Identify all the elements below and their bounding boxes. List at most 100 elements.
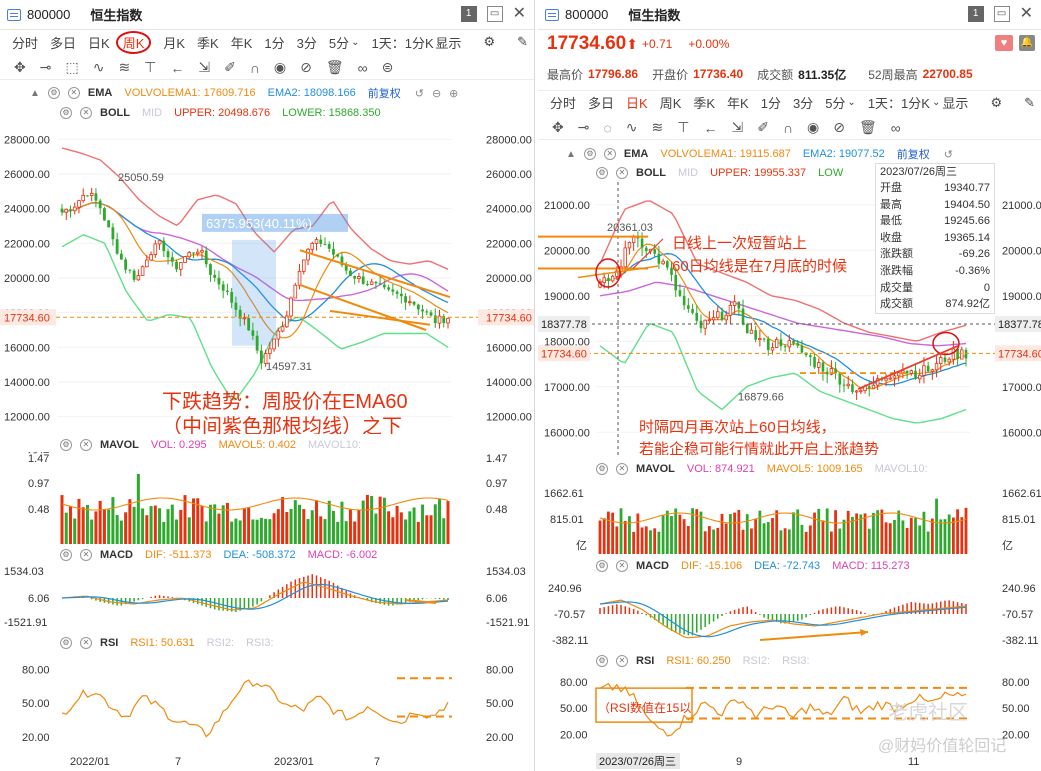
undo-icon[interactable]: ↺ bbox=[414, 87, 424, 100]
move-icon[interactable]: ✥ bbox=[14, 59, 26, 75]
link-icon[interactable]: ∞ bbox=[890, 119, 901, 136]
tab-period[interactable]: 年K bbox=[230, 35, 253, 51]
layers-icon[interactable]: ⊜ bbox=[381, 59, 394, 75]
settings-icon[interactable]: ⚙ bbox=[47, 87, 60, 99]
window-number-icon[interactable]: 1 bbox=[460, 6, 477, 22]
fib-tool-icon[interactable]: ⊤ bbox=[144, 59, 157, 75]
trash-icon[interactable]: 🗑 bbox=[858, 119, 877, 135]
wave-tool-icon[interactable]: ∿ bbox=[92, 59, 105, 75]
edit-icon[interactable]: ✎ bbox=[1024, 94, 1035, 110]
tab-period[interactable]: 多日 bbox=[50, 35, 77, 51]
close-icon[interactable]: ✕ bbox=[603, 148, 616, 160]
circle-tool-icon[interactable]: ◌ bbox=[603, 119, 612, 136]
settings-icon[interactable]: ⚙ bbox=[583, 148, 596, 160]
close-icon[interactable]: ✕ bbox=[616, 463, 628, 475]
tab-period[interactable]: 1分 bbox=[264, 35, 285, 51]
pen-icon[interactable]: ✐ bbox=[224, 59, 236, 75]
hide-icon[interactable]: ⊘ bbox=[833, 119, 845, 135]
tab-period[interactable]: 3分 bbox=[296, 35, 317, 51]
symbol-list-icon[interactable] bbox=[545, 8, 559, 21]
window-layout-icon[interactable]: ▭ bbox=[486, 6, 503, 22]
symbol-list-icon[interactable] bbox=[7, 8, 21, 21]
measure-icon[interactable]: ⇲ bbox=[198, 59, 211, 75]
arrow-tool-icon[interactable]: ← bbox=[703, 119, 718, 136]
tab-period-active[interactable]: 日K bbox=[626, 96, 648, 111]
rect-tool-icon[interactable]: ⬚ bbox=[65, 59, 79, 75]
tab-period[interactable]: 分时 bbox=[12, 35, 39, 51]
settings-icon[interactable]: ⚙ bbox=[483, 34, 496, 49]
weekly-kline-chart[interactable]: 28000.00 28000.00 26000.00 26000.00 24000.00… bbox=[0, 122, 535, 434]
collapse-icon[interactable]: ▲ bbox=[30, 87, 40, 99]
close-icon[interactable]: ✕ bbox=[80, 637, 92, 649]
range-select[interactable]: 1天：1分K bbox=[867, 96, 930, 111]
channel-tool-icon[interactable]: ≋ bbox=[118, 59, 131, 75]
eye-icon[interactable]: ◉ bbox=[273, 59, 287, 75]
chevron-down-icon[interactable]: ⌄ bbox=[351, 36, 360, 48]
close-icon[interactable]: ✕ bbox=[616, 560, 628, 572]
close-icon[interactable]: ✕ bbox=[67, 87, 80, 99]
measure-icon[interactable]: ⇲ bbox=[731, 119, 744, 135]
display-menu[interactable]: 显示 bbox=[435, 35, 462, 51]
channel-tool-icon[interactable]: ≋ bbox=[651, 119, 664, 135]
favorite-heart-icon[interactable]: ♥ bbox=[995, 35, 1013, 51]
window-layout-icon[interactable]: ▭ bbox=[993, 6, 1010, 22]
settings-icon[interactable]: ⚙ bbox=[596, 560, 608, 572]
close-icon[interactable]: ✕ bbox=[80, 107, 92, 119]
tab-period[interactable]: 5分 bbox=[328, 35, 350, 51]
line-tool-icon[interactable]: ⊸ bbox=[577, 119, 590, 135]
tab-period[interactable]: 季K bbox=[197, 35, 219, 51]
settings-icon[interactable]: ⚙ bbox=[60, 439, 72, 451]
tab-period[interactable]: 月K bbox=[163, 35, 186, 51]
collapse-icon[interactable]: ▲ bbox=[566, 148, 576, 160]
close-icon[interactable]: ✕ bbox=[80, 549, 92, 561]
magnet-icon[interactable]: ∩ bbox=[782, 119, 793, 136]
chevron-down-icon[interactable]: ⌄ bbox=[931, 97, 941, 108]
settings-icon[interactable]: ⚙ bbox=[990, 94, 1003, 110]
range-select[interactable]: 1天：1分K bbox=[371, 35, 434, 51]
tab-period[interactable]: 1分 bbox=[760, 96, 781, 111]
display-menu[interactable]: 显示 bbox=[942, 96, 969, 111]
chevron-down-icon[interactable]: ⌄ bbox=[847, 97, 856, 108]
close-icon[interactable]: ✕ bbox=[512, 5, 526, 22]
close-icon[interactable]: ✕ bbox=[616, 655, 628, 667]
tab-period[interactable]: 季K bbox=[693, 96, 716, 111]
link-icon[interactable]: ∞ bbox=[357, 59, 368, 76]
window-number-icon[interactable]: 1 bbox=[967, 6, 984, 22]
undo-icon[interactable]: ↺ bbox=[943, 148, 953, 161]
bell-icon[interactable]: 🔔 bbox=[1019, 35, 1035, 51]
tab-period[interactable]: 多日 bbox=[588, 96, 615, 111]
close-icon[interactable]: ✕ bbox=[616, 167, 628, 179]
adjust-select[interactable]: 前复权 bbox=[367, 88, 401, 100]
daily-kline-chart[interactable]: 21000.00 20000.00 19000.00 18000.00 17000.00… bbox=[538, 182, 1041, 455]
settings-icon[interactable]: ⚙ bbox=[60, 549, 72, 561]
move-icon[interactable]: ✥ bbox=[552, 119, 564, 135]
fib-tool-icon[interactable]: ⊤ bbox=[677, 119, 690, 135]
tab-period[interactable]: 5分 bbox=[825, 96, 846, 111]
tab-period[interactable]: 周K bbox=[659, 96, 682, 111]
trash-icon[interactable]: 🗑 bbox=[325, 59, 344, 75]
tab-period[interactable]: 分时 bbox=[550, 96, 577, 111]
pen-icon[interactable]: ✐ bbox=[757, 119, 769, 135]
edit-icon[interactable]: ✎ bbox=[517, 34, 528, 49]
settings-icon[interactable]: ⚙ bbox=[60, 637, 72, 649]
close-icon[interactable]: ✕ bbox=[1019, 5, 1033, 22]
close-icon[interactable]: ✕ bbox=[80, 439, 92, 451]
settings-icon[interactable]: ⚙ bbox=[596, 655, 608, 667]
chevron-down-icon[interactable]: ⌄ bbox=[435, 36, 445, 48]
settings-icon[interactable]: ⚙ bbox=[60, 107, 72, 119]
tab-period[interactable]: 日K bbox=[88, 35, 110, 51]
settings-icon[interactable]: ⚙ bbox=[596, 463, 608, 475]
add-icon[interactable]: ⊕ bbox=[449, 87, 459, 100]
tab-period[interactable]: 3分 bbox=[792, 96, 814, 111]
adjust-select[interactable]: 前复权 bbox=[896, 149, 930, 161]
line-tool-icon[interactable]: ⊸ bbox=[39, 59, 52, 75]
tab-period[interactable]: 年K bbox=[727, 96, 749, 111]
arrow-tool-icon[interactable]: ← bbox=[170, 59, 185, 76]
remove-icon[interactable]: ⊖ bbox=[431, 87, 442, 100]
hide-icon[interactable]: ⊘ bbox=[300, 59, 312, 75]
wave-tool-icon[interactable]: ∿ bbox=[625, 119, 638, 135]
settings-icon[interactable]: ⚙ bbox=[596, 167, 608, 179]
magnet-icon[interactable]: ∩ bbox=[249, 59, 260, 76]
tab-period-active[interactable]: 周K bbox=[115, 30, 152, 54]
eye-icon[interactable]: ◉ bbox=[807, 119, 820, 135]
